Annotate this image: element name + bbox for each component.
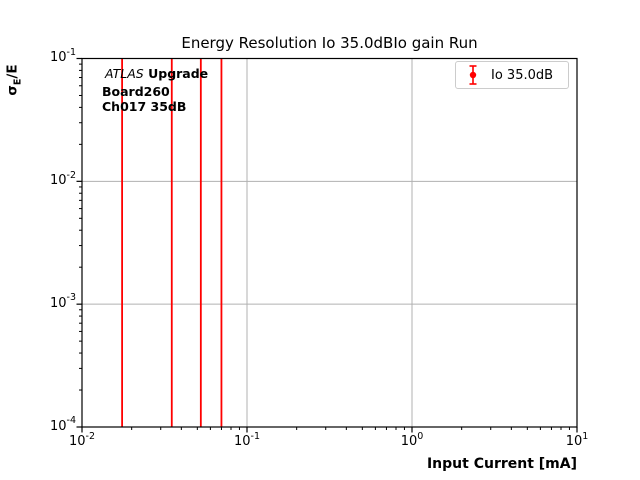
y-tick-label: 10-2 <box>49 169 76 188</box>
y-tick-label: 10-1 <box>49 46 76 65</box>
chart-title: Energy Resolution Io 35.0dBIo gain Run <box>181 34 478 52</box>
annotation-channel: Ch017 35dB <box>102 99 187 114</box>
x-axis-label: Input Current [mA] <box>426 456 577 472</box>
annotation-line-1: ATLAS Upgrade <box>105 66 208 81</box>
y-axis-label: σE/E <box>5 64 24 95</box>
legend: Io 35.0dB <box>455 61 569 89</box>
axes-spines <box>81 57 578 428</box>
annotation-experiment: ATLAS <box>105 66 144 81</box>
ylabel-sigma: σ <box>4 85 21 96</box>
x-tick-label: 100 <box>400 430 424 449</box>
x-tick-label: 101 <box>565 430 589 449</box>
y-tick-label: 10-4 <box>49 415 76 434</box>
x-tick-label: 10-1 <box>233 430 261 449</box>
y-tick-label: 10-3 <box>49 292 76 311</box>
annotation-board: Board260 <box>102 84 170 99</box>
ylabel-subscript: E <box>12 78 24 86</box>
x-tick-label: 10-2 <box>68 430 96 449</box>
annotation-program: Upgrade <box>148 66 209 81</box>
ylabel-rest: /E <box>4 64 21 79</box>
legend-label: Io 35.0dB <box>491 67 554 83</box>
errorbar-marker-icon <box>469 65 477 85</box>
